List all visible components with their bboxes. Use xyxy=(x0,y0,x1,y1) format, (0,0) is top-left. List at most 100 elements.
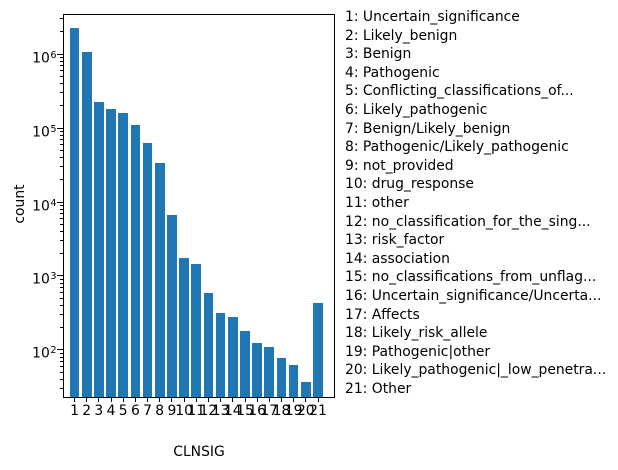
y-minor-tick xyxy=(60,282,63,284)
legend-entry: 18: Likely_risk_allele xyxy=(345,325,488,342)
x-tick-label: 3 xyxy=(94,403,104,419)
bar xyxy=(118,112,129,397)
legend-entry: 2: Likely_benign xyxy=(345,27,458,44)
y-tick-label: 102 xyxy=(32,345,57,363)
bar xyxy=(106,108,116,397)
y-major-tick xyxy=(57,201,63,203)
bar xyxy=(300,381,311,397)
y-minor-tick xyxy=(60,240,63,242)
y-minor-tick xyxy=(60,134,63,136)
legend-entry: 17: Affects xyxy=(345,306,420,323)
y-minor-tick xyxy=(60,204,63,206)
y-minor-tick xyxy=(60,230,63,232)
y-minor-tick xyxy=(60,105,63,107)
x-tick-label: 17 xyxy=(260,403,279,419)
legend-entry: 20: Likely_pathogenic|_low_penetra... xyxy=(345,362,607,379)
y-minor-tick xyxy=(60,130,63,132)
y-minor-tick xyxy=(60,60,63,62)
y-major-tick xyxy=(57,275,63,277)
x-tick-label: 20 xyxy=(296,403,315,419)
y-tick-label: 104 xyxy=(32,197,57,215)
x-tick-label: 14 xyxy=(223,403,242,419)
x-tick-label: 1 xyxy=(70,403,79,419)
bar xyxy=(81,52,92,397)
legend-entry: 21: Other xyxy=(345,380,412,397)
y-minor-tick xyxy=(60,371,63,373)
y-major-tick xyxy=(57,127,63,129)
legend-entry: 15: no_classifications_from_unflag... xyxy=(345,269,597,286)
x-tick-label: 6 xyxy=(130,403,140,419)
bar xyxy=(240,330,250,397)
y-minor-tick xyxy=(60,18,63,20)
y-minor-tick xyxy=(60,31,63,33)
y-minor-tick xyxy=(60,304,63,306)
x-tick-label: 10 xyxy=(175,403,193,419)
legend-entry: 3: Benign xyxy=(345,46,412,63)
x-tick-label: 18 xyxy=(272,403,291,419)
x-tick-label: 8 xyxy=(155,403,165,419)
legend-entry: 8: Pathogenic/Likely_pathogenic xyxy=(345,139,569,156)
y-minor-tick xyxy=(60,212,63,214)
legend-entry: 16: Uncertain_significance/Uncerta... xyxy=(345,287,602,304)
x-tick-label: 19 xyxy=(284,403,303,419)
x-tick xyxy=(134,398,136,402)
x-tick-label: 7 xyxy=(143,403,153,419)
y-minor-tick xyxy=(60,223,63,225)
y-minor-tick xyxy=(60,69,63,71)
bar xyxy=(227,317,238,397)
legend-entry: 19: Pathogenic|other xyxy=(345,343,491,360)
y-minor-tick xyxy=(60,75,63,77)
y-minor-tick xyxy=(60,179,63,181)
y-tick-label: 105 xyxy=(32,123,57,141)
legend-entry: 6: Likely_pathogenic xyxy=(345,101,488,118)
bar xyxy=(191,264,202,397)
x-axis-label: CLNSIG xyxy=(173,444,225,460)
legend-entry: 7: Benign/Likely_benign xyxy=(345,120,511,137)
y-minor-tick xyxy=(60,314,63,316)
bar xyxy=(203,293,214,397)
legend-entry: 4: Pathogenic xyxy=(345,64,440,81)
x-tick-label: 5 xyxy=(118,403,128,419)
legend-entry: 1: Uncertain_significance xyxy=(345,9,520,25)
y-minor-tick xyxy=(60,64,63,66)
x-tick xyxy=(86,398,88,402)
x-tick xyxy=(110,398,112,402)
y-minor-tick xyxy=(60,356,63,358)
y-minor-tick xyxy=(60,217,63,219)
x-tick-label: 21 xyxy=(309,403,327,419)
legend-entry: 12: no_classification_for_the_sing... xyxy=(345,213,591,230)
legend-entry: 11: other xyxy=(345,194,409,211)
y-minor-tick xyxy=(60,378,63,380)
y-major-tick xyxy=(57,349,63,351)
x-tick xyxy=(74,398,75,402)
x-tick-label: 15 xyxy=(236,403,254,419)
bar xyxy=(288,364,299,397)
legend-entry: 5: Conflicting_classifications_of... xyxy=(345,83,574,100)
y-minor-tick xyxy=(60,92,63,94)
bar xyxy=(167,214,177,397)
y-tick-label: 106 xyxy=(32,49,57,67)
legend-entry: 9: not_provided xyxy=(345,157,454,174)
legend-entry: 10: drug_response xyxy=(345,176,474,193)
y-minor-tick xyxy=(60,166,63,168)
x-tick xyxy=(220,398,222,402)
y-minor-tick xyxy=(60,365,63,367)
y-minor-tick xyxy=(60,360,63,362)
bar xyxy=(130,125,141,397)
x-tick xyxy=(268,398,270,402)
y-minor-tick xyxy=(60,286,63,288)
bar xyxy=(179,257,189,397)
x-tick xyxy=(256,398,258,402)
bar xyxy=(215,312,226,397)
plot-area xyxy=(63,14,335,398)
x-tick xyxy=(122,398,124,402)
y-minor-tick xyxy=(60,352,63,354)
bar xyxy=(264,347,275,397)
y-minor-tick xyxy=(60,143,63,145)
legend-entry: 13: risk_factor xyxy=(345,232,445,249)
y-minor-tick xyxy=(60,388,63,390)
x-tick xyxy=(183,398,185,402)
y-minor-tick xyxy=(60,138,63,140)
bar xyxy=(154,162,165,397)
